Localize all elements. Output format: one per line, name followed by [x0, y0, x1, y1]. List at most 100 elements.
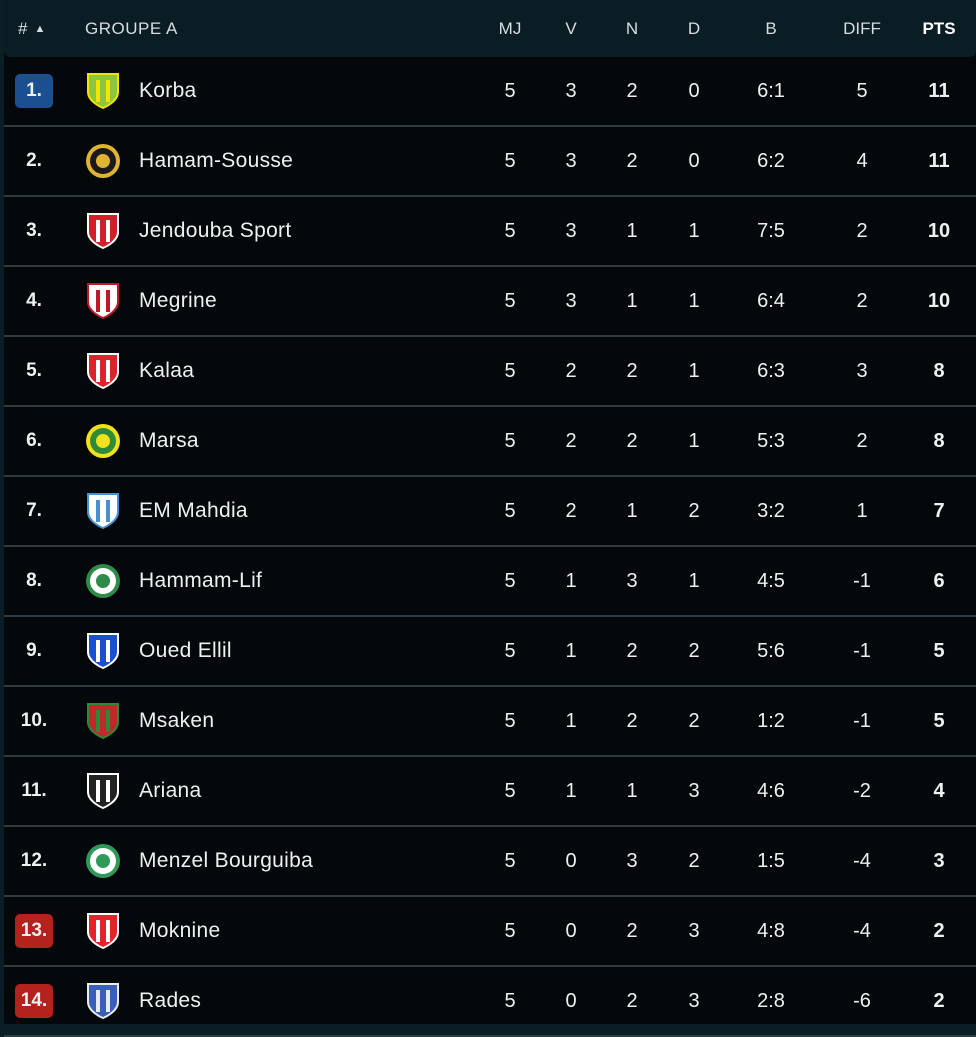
table-row[interactable]: 13. Moknine 5 0 2 3 4:8 -4 2 [4, 897, 976, 967]
team-name[interactable]: Msaken [139, 709, 215, 732]
team-name[interactable]: Hamam-Sousse [139, 149, 294, 172]
rank-sort-button[interactable]: # ▲ [18, 0, 58, 57]
pts-header[interactable]: PTS [922, 18, 956, 38]
wins: 3 [565, 289, 577, 312]
rank-badge: 5. [15, 354, 53, 388]
rank: 5. [26, 360, 42, 381]
rank: 4. [26, 290, 42, 311]
draws: 2 [626, 989, 638, 1012]
table-body: 1. Korba 5 3 2 0 6:1 5 11 2. Hamam-Souss… [4, 57, 976, 1037]
points: 11 [928, 79, 950, 102]
matches-played: 5 [504, 219, 516, 242]
goals: 5:6 [757, 639, 785, 662]
matches-played: 5 [504, 849, 516, 872]
rank-cell: 14. [14, 967, 54, 1035]
team-name[interactable]: Marsa [139, 429, 199, 452]
team-name[interactable]: Moknine [139, 919, 221, 942]
rank: 1. [26, 80, 42, 101]
losses: 0 [688, 149, 700, 172]
matches-played: 5 [504, 149, 516, 172]
table-row[interactable]: 9. Oued Ellil 5 1 2 2 5:6 -1 5 [4, 617, 976, 687]
team-name[interactable]: EM Mahdia [139, 499, 248, 522]
team-name[interactable]: Oued Ellil [139, 639, 232, 662]
table-row[interactable]: 7. EM Mahdia 5 2 1 2 3:2 1 7 [4, 477, 976, 547]
diff-header[interactable]: DIFF [843, 18, 881, 38]
draws: 2 [626, 919, 638, 942]
goal-difference: 2 [856, 429, 868, 452]
table-row[interactable]: 10. Msaken 5 1 2 2 1:2 -1 5 [4, 687, 976, 757]
losses: 2 [688, 639, 700, 662]
wins: 0 [565, 989, 577, 1012]
draws: 2 [626, 149, 638, 172]
draws: 1 [626, 219, 638, 242]
goal-difference: -4 [853, 919, 871, 942]
team-name[interactable]: Ariana [139, 779, 202, 802]
rank-badge: 3. [15, 214, 53, 248]
table-row[interactable]: 1. Korba 5 3 2 0 6:1 5 11 [4, 57, 976, 127]
rank-badge: 11. [15, 774, 53, 808]
goals: 6:2 [757, 149, 785, 172]
goals: 4:8 [757, 919, 785, 942]
draws: 1 [626, 779, 638, 802]
points: 3 [933, 849, 945, 872]
matches-played: 5 [504, 779, 516, 802]
wins: 3 [565, 79, 577, 102]
goals: 5:3 [757, 429, 785, 452]
n-header[interactable]: N [625, 18, 639, 38]
points: 8 [933, 359, 945, 382]
rank: 3. [26, 220, 42, 241]
table-row[interactable]: 4. Megrine 5 3 1 1 6:4 2 10 [4, 267, 976, 337]
goal-difference: -1 [853, 569, 871, 592]
mj-header[interactable]: MJ [498, 18, 522, 38]
points: 11 [928, 149, 950, 172]
losses: 2 [688, 709, 700, 732]
wins: 1 [565, 569, 577, 592]
team-logo-icon [82, 197, 124, 265]
goal-difference: 1 [856, 499, 868, 522]
goal-difference: -6 [853, 989, 871, 1012]
team-name[interactable]: Korba [139, 79, 197, 102]
b-header[interactable]: B [765, 18, 777, 38]
table-row[interactable]: 11. Ariana 5 1 1 3 4:6 -2 4 [4, 757, 976, 827]
table-row[interactable]: 8. Hammam-Lif 5 1 3 1 4:5 -1 6 [4, 547, 976, 617]
team-logo-icon [82, 127, 124, 195]
team-name[interactable]: Kalaa [139, 359, 195, 382]
rank-badge: 8. [15, 564, 53, 598]
table-row[interactable]: 5. Kalaa 5 2 2 1 6:3 3 8 [4, 337, 976, 407]
table-row[interactable]: 3. Jendouba Sport 5 3 1 1 7:5 2 10 [4, 197, 976, 267]
team-logo-icon [82, 477, 124, 545]
wins: 1 [565, 639, 577, 662]
goal-difference: -1 [853, 709, 871, 732]
team-name[interactable]: Rades [139, 989, 202, 1012]
points: 2 [933, 989, 945, 1012]
rank-badge: 14. [15, 984, 53, 1018]
v-header[interactable]: V [565, 18, 577, 38]
rank-badge: 12. [15, 844, 53, 878]
wins: 2 [565, 499, 577, 522]
team-logo-icon [82, 57, 124, 125]
wins: 1 [565, 779, 577, 802]
table-row[interactable]: 6. Marsa 5 2 2 1 5:3 2 8 [4, 407, 976, 477]
d-header[interactable]: D [687, 18, 701, 38]
team-logo-icon [82, 897, 124, 965]
team-name[interactable]: Megrine [139, 289, 217, 312]
table-row[interactable]: 14. Rades 5 0 2 3 2:8 -6 2 [4, 967, 976, 1037]
table-row[interactable]: 2. Hamam-Sousse 5 3 2 0 6:2 4 11 [4, 127, 976, 197]
rank-cell: 2. [14, 127, 54, 195]
losses: 0 [688, 79, 700, 102]
points: 10 [927, 289, 951, 312]
table-row[interactable]: 12. Menzel Bourguiba 5 0 3 2 1:5 -4 3 [4, 827, 976, 897]
rank-cell: 3. [14, 197, 54, 265]
rank-badge: 10. [15, 704, 53, 738]
losses: 2 [688, 499, 700, 522]
rank: 7. [26, 500, 42, 521]
matches-played: 5 [504, 499, 516, 522]
team-name[interactable]: Hammam-Lif [139, 569, 263, 592]
goal-difference: 3 [856, 359, 868, 382]
group-header: GROUPE A [85, 18, 178, 38]
points: 7 [933, 499, 945, 522]
team-name[interactable]: Menzel Bourguiba [139, 849, 314, 872]
losses: 1 [688, 359, 700, 382]
points: 2 [933, 919, 945, 942]
team-name[interactable]: Jendouba Sport [139, 219, 292, 242]
